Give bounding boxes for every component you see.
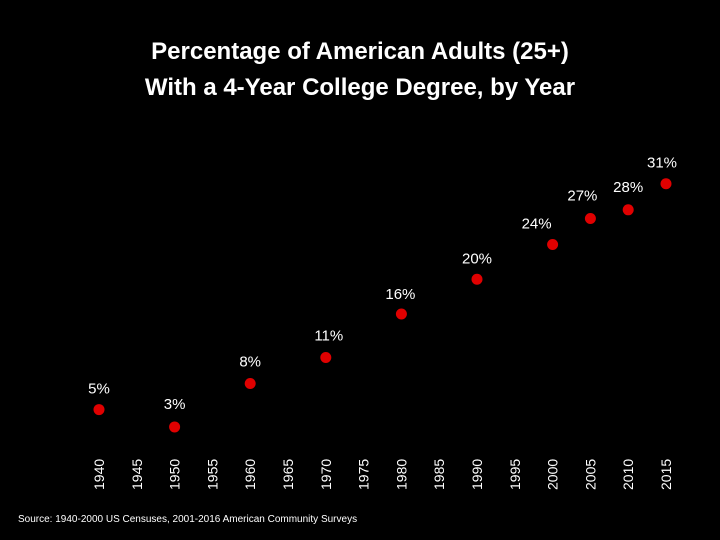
data-point (622, 204, 634, 216)
data-label: 24% (522, 216, 552, 233)
data-label: 28% (613, 179, 643, 196)
data-point (395, 308, 407, 320)
x-tick-label: 2005 (582, 459, 598, 490)
chart-title: Percentage of American Adults (25+) With… (0, 34, 720, 106)
data-label: 11% (314, 327, 343, 344)
x-tick-label: 1965 (280, 459, 296, 490)
data-label: 31% (647, 155, 677, 172)
chart-title-line-1: Percentage of American Adults (25+) (151, 38, 569, 65)
data-label: 27% (567, 187, 597, 204)
chart-title-line-2: With a 4-Year College Degree, by Year (144, 74, 576, 101)
data-label: 20% (462, 250, 492, 267)
x-tick-label: 2010 (620, 459, 636, 490)
data-point (471, 273, 483, 285)
data-point (169, 421, 181, 433)
x-tick-label: 2000 (545, 459, 561, 490)
data-label: 3% (164, 396, 186, 413)
x-axis-ticks: 1940 1945 1950 1955 1960 1965 1970 1975 1980 1985… (91, 459, 674, 490)
x-tick-label: 1960 (242, 459, 258, 490)
data-point (320, 351, 332, 363)
data-label: 16% (385, 286, 415, 303)
x-tick-label: 1990 (469, 459, 485, 490)
x-tick-label: 1995 (507, 459, 523, 490)
x-tick-label: 1955 (204, 459, 220, 490)
data-points: 5% 3% 8% 11% 16% 20% 24% 27% 28%31% (88, 155, 677, 433)
data-label: 5% (88, 381, 110, 398)
x-tick-label: 1945 (129, 459, 145, 490)
x-tick-label: 1940 (91, 459, 107, 490)
data-label: 8% (239, 354, 261, 371)
x-tick-label: 1980 (393, 459, 409, 490)
data-point (584, 212, 596, 224)
data-point (244, 378, 256, 390)
x-tick-label: 2015 (658, 459, 674, 490)
x-tick-label: 1950 (167, 459, 183, 490)
data-point (547, 239, 559, 251)
x-tick-label: 1975 (356, 459, 372, 490)
x-tick-label: 1970 (318, 459, 334, 490)
x-tick-label: 1985 (431, 459, 447, 490)
data-point (93, 404, 105, 416)
source-note: Source: 1940-2000 US Censuses, 2001-2016… (18, 514, 358, 525)
data-point (660, 178, 672, 190)
